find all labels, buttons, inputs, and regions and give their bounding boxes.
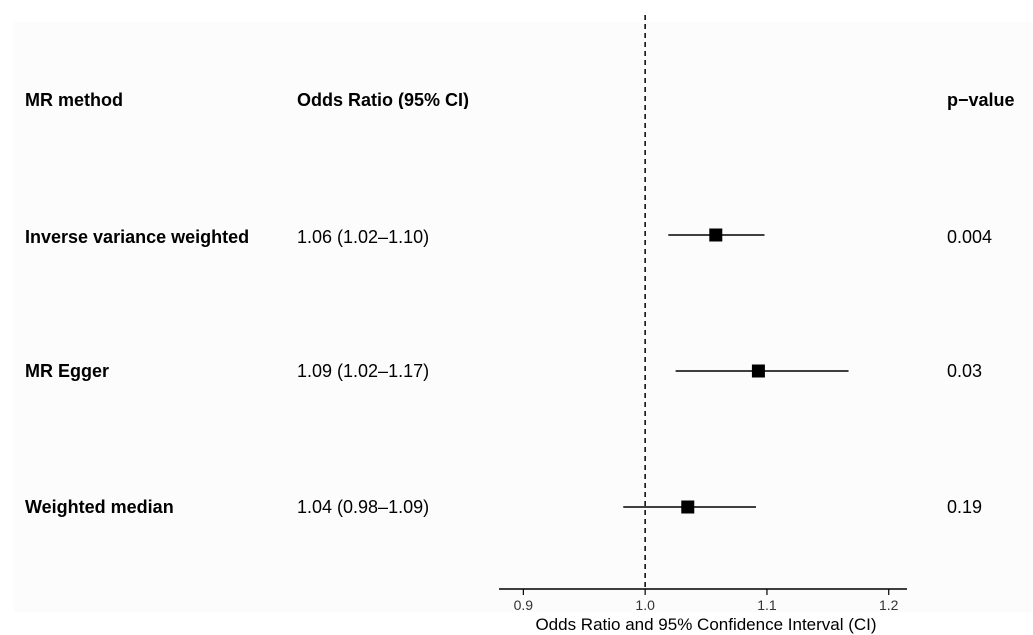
x-tick-label: 0.9	[514, 597, 534, 613]
point-estimate-marker	[681, 500, 695, 514]
plot-panel	[14, 22, 1033, 612]
method-label: Weighted median	[25, 497, 174, 517]
x-tick-label: 1.1	[757, 597, 777, 613]
point-estimate-marker	[709, 228, 723, 242]
or-ci-value: 1.06 (1.02–1.10)	[297, 227, 430, 247]
p-value: 0.19	[947, 497, 983, 517]
x-tick-label: 1.2	[879, 597, 899, 613]
p-value: 0.03	[947, 361, 983, 381]
x-tick-label: 1.0	[635, 597, 655, 613]
x-axis-ticks: 0.9 1.0 1.1 1.2	[514, 589, 899, 613]
or-ci-value: 1.09 (1.02–1.17)	[297, 361, 430, 381]
plot-marks	[623, 228, 849, 514]
header-odds-ratio: Odds Ratio (95% CI)	[297, 91, 470, 109]
x-axis-title: Odds Ratio and 95% Confidence Interval (…	[535, 615, 876, 634]
method-label: MR Egger	[25, 361, 110, 381]
p-value: 0.004	[947, 227, 993, 247]
point-estimate-marker	[751, 364, 765, 378]
header-mr-method: MR method	[25, 90, 123, 110]
header-p-value: p−value	[947, 90, 1015, 110]
or-ci-value: 1.04 (0.98–1.09)	[297, 497, 430, 517]
method-label: Inverse variance weighted	[25, 227, 250, 247]
